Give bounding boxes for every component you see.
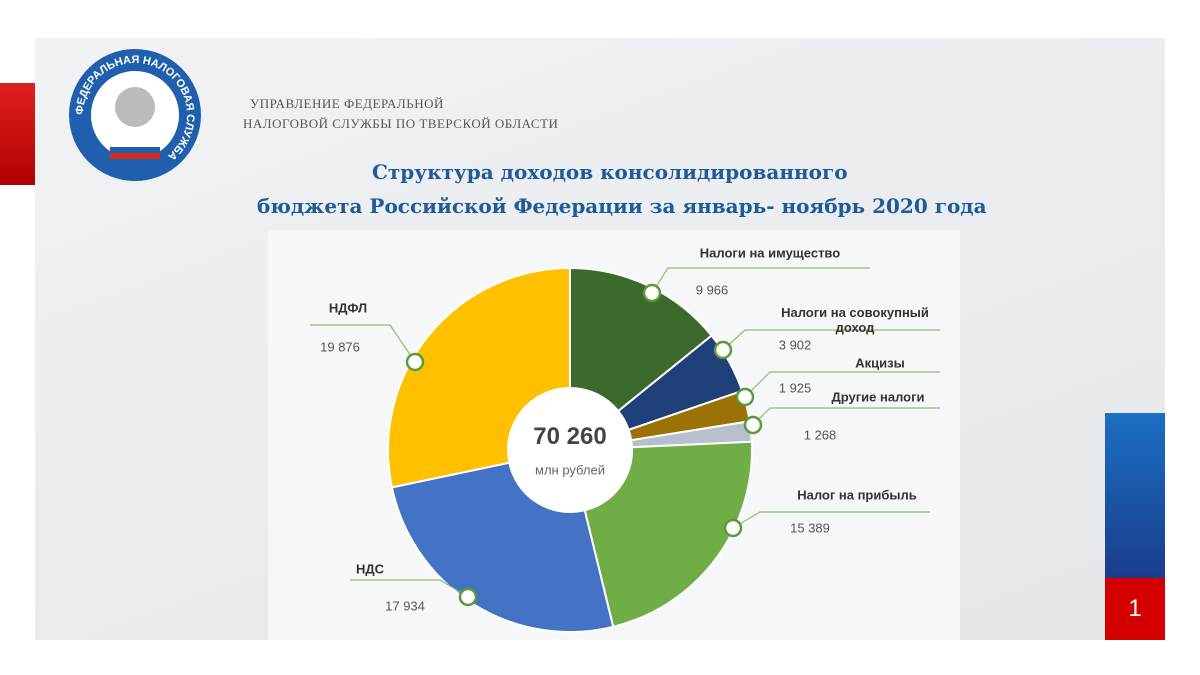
value-label: 19 876 [320, 339, 360, 355]
value-label: 15 389 [790, 520, 830, 536]
page-number: 1 [1105, 578, 1165, 640]
category-label: Другие налоги [831, 389, 925, 405]
label-marker [743, 415, 763, 435]
category-label: Налоги на совокупный доход [781, 305, 929, 335]
flag-red [110, 153, 160, 159]
logo: ФЕДЕРАЛЬНАЯ НАЛОГОВАЯ СЛУЖБА [69, 49, 201, 181]
label-marker [735, 387, 755, 407]
value-label: 9 966 [695, 282, 729, 298]
leader-line [722, 329, 940, 351]
red-stripe [0, 83, 35, 185]
flag-white [110, 141, 160, 147]
header-line: УПРАВЛЕНИЕ ФЕДЕРАЛЬНОЙ [250, 96, 444, 111]
category-label: НДС [355, 561, 385, 577]
label-marker [723, 518, 743, 538]
leader-line [744, 371, 940, 398]
value-label: 1 925 [778, 380, 812, 396]
leader-line [350, 579, 469, 598]
logo-emblem [115, 87, 155, 127]
leader-line [651, 267, 870, 294]
center-unit: млн рублей [535, 462, 605, 478]
value-label: 1 268 [803, 427, 837, 443]
category-label: Налог на прибыль [797, 487, 917, 503]
value-label: 17 934 [385, 598, 425, 614]
leader-line [752, 407, 940, 426]
category-label: Налоги на имущество [699, 245, 841, 261]
blue-stripe [1105, 413, 1165, 578]
chart-title: Структура доходов консолидированного [372, 160, 848, 184]
value-label: 3 902 [778, 337, 812, 353]
flag-blue [110, 147, 160, 153]
center-value: 70 260 [533, 423, 607, 450]
label-marker [405, 352, 425, 372]
leader-line [732, 511, 930, 529]
label-marker [642, 283, 662, 303]
chart-title: бюджета Российской Федерации за январь- … [257, 194, 987, 218]
label-marker [713, 340, 733, 360]
category-label: Акцизы [855, 355, 905, 371]
category-label: НДФЛ [328, 300, 368, 316]
donut-hole [508, 388, 632, 512]
donut-slice [390, 461, 615, 633]
donut-slice [569, 266, 713, 413]
label-marker [458, 587, 478, 607]
header-line: НАЛОГОВОЙ СЛУЖБЫ ПО ТВЕРСКОЙ ОБЛАСТИ [243, 116, 559, 131]
leader-line [310, 324, 416, 363]
